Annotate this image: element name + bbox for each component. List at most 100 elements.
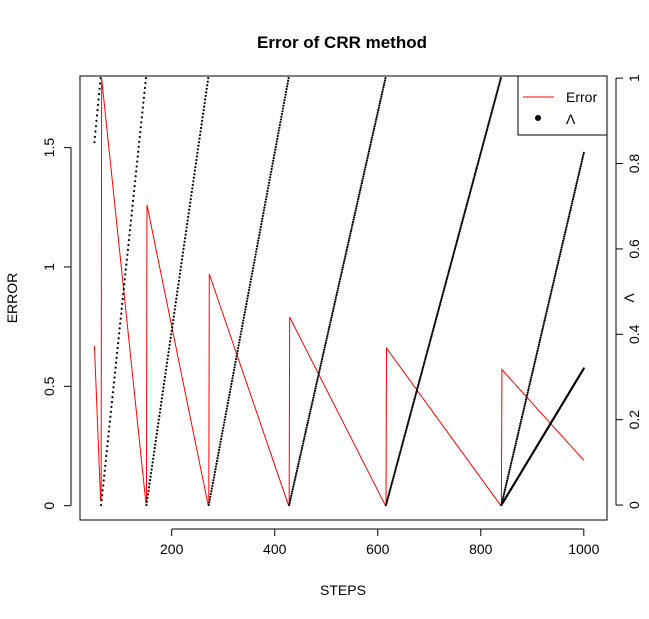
y2-tick-label: 0.8 — [626, 154, 642, 174]
lambda-point — [318, 366, 322, 370]
lambda-point — [395, 465, 398, 468]
lambda-point — [373, 127, 376, 130]
lambda-point — [220, 437, 223, 441]
lambda-point — [378, 104, 381, 107]
lambda-point — [279, 118, 283, 121]
lambda-point — [408, 417, 411, 421]
lambda-point — [305, 426, 308, 429]
lambda-point — [297, 460, 301, 463]
lambda-point — [175, 297, 178, 300]
lambda-point — [441, 295, 444, 298]
lambda-point — [195, 158, 198, 162]
lambda-point — [207, 503, 210, 507]
lambda-point — [271, 162, 274, 165]
lambda-point — [213, 473, 216, 476]
lambda-point — [460, 224, 463, 227]
lambda-point — [380, 93, 383, 96]
lambda-point — [132, 189, 136, 193]
lambda-point — [126, 248, 130, 251]
lambda-point — [170, 329, 173, 332]
lambda-point — [556, 264, 559, 267]
lambda-point — [196, 148, 200, 151]
lambda-point — [574, 184, 578, 187]
lambda-point — [451, 256, 454, 260]
lambda-point — [278, 126, 281, 129]
lambda-point — [124, 268, 127, 271]
lambda-point — [459, 226, 462, 229]
lambda-point — [310, 403, 313, 406]
lambda-point — [531, 371, 534, 375]
lambda-point — [214, 465, 218, 468]
lambda-point — [501, 497, 505, 500]
lambda-point — [404, 431, 407, 434]
lambda-point — [526, 393, 529, 397]
y-axis-right: 0 0.2 0.4 0.6 0.8 1 — [615, 74, 642, 509]
lambda-point — [474, 172, 477, 175]
lambda-point — [539, 334, 543, 337]
lambda-point — [421, 368, 424, 371]
x-tick-label: 800 — [469, 541, 493, 557]
lambda-point — [545, 312, 548, 315]
lambda-point — [580, 160, 583, 163]
lambda-point — [498, 82, 501, 85]
lambda-point — [520, 418, 523, 421]
lambda-point — [504, 486, 507, 489]
lambda-point — [340, 273, 343, 276]
lambda-point — [169, 336, 172, 339]
lambda-point — [491, 109, 494, 112]
lambda-point — [505, 481, 508, 485]
lambda-point — [422, 364, 425, 367]
lambda-point — [320, 360, 323, 363]
lambda-point — [110, 400, 114, 404]
lambda-point — [326, 335, 329, 338]
lambda-point — [275, 143, 278, 146]
lambda-point — [472, 178, 475, 181]
lambda-point — [274, 148, 277, 151]
lambda-point — [582, 367, 585, 370]
lambda-point — [238, 341, 241, 344]
lambda-point — [554, 270, 558, 273]
lambda-point — [210, 490, 213, 493]
lambda-point — [362, 172, 365, 176]
lambda-point — [461, 218, 464, 221]
lambda-point — [259, 225, 262, 228]
lambda-point — [256, 245, 259, 248]
lambda-point — [155, 432, 158, 436]
y-tick-label: 1.5 — [41, 138, 57, 158]
lambda-point — [324, 344, 327, 347]
lambda-point — [139, 131, 142, 134]
lambda-point — [475, 168, 478, 172]
lambda-point — [184, 233, 187, 236]
lambda-point — [345, 248, 348, 251]
lambda-point — [518, 426, 521, 430]
lambda-point — [321, 355, 324, 358]
lambda-point — [513, 446, 516, 449]
lambda-point — [101, 489, 104, 492]
lambda-point — [378, 102, 381, 105]
lambda-point — [370, 136, 374, 139]
lambda-point — [404, 429, 408, 432]
lambda-point — [396, 459, 399, 463]
lambda-point — [119, 317, 122, 320]
lambda-point — [346, 245, 349, 249]
lambda-point — [280, 115, 283, 118]
lambda-point — [289, 499, 292, 502]
lambda-point — [405, 427, 408, 430]
lambda-point — [186, 219, 189, 222]
lambda-point — [162, 386, 165, 389]
lambda-point — [412, 402, 415, 405]
lambda-point — [522, 409, 525, 412]
lambda-point — [521, 411, 525, 414]
lambda-point — [256, 242, 259, 245]
lambda-point — [128, 234, 131, 237]
lambda-point — [209, 492, 212, 496]
lambda-point — [427, 346, 430, 350]
lambda-point — [199, 130, 202, 133]
lambda-point — [247, 291, 250, 295]
lambda-point — [141, 106, 144, 109]
lambda-point — [418, 377, 422, 380]
lambda-point — [499, 78, 502, 82]
lambda-point — [413, 396, 416, 399]
lambda-point — [487, 122, 490, 126]
